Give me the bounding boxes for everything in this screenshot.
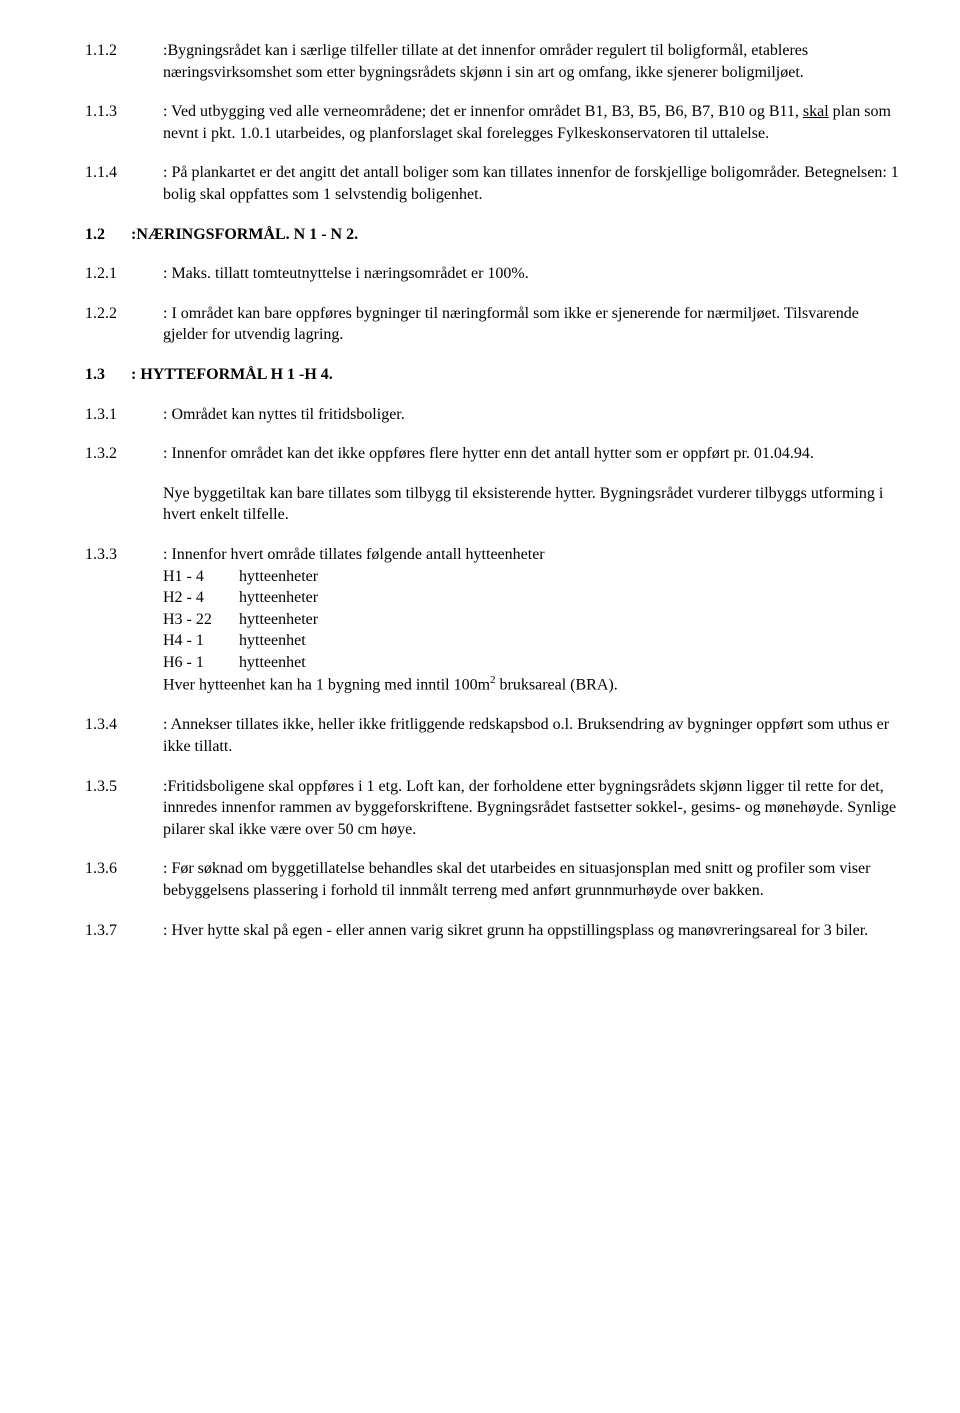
list-label: H1 - 4 (163, 566, 239, 588)
heading-text: :NÆRINGSFORMÅL. N 1 - N 2. (131, 224, 905, 246)
section-1-3-5: 1.3.5 :Fritidsboligene skal oppføres i 1… (85, 776, 905, 841)
section-number: 1.2.1 (85, 263, 163, 285)
section-1-3-2: 1.3.2 : Innenfor området kan det ikke op… (85, 443, 905, 526)
section-number: 1.1.2 (85, 40, 163, 83)
section-text: :Bygningsrådet kan i særlige tilfeller t… (163, 40, 905, 83)
list-value: hytteenhet (239, 630, 905, 652)
section-lead: : Innenfor hvert område tillates følgend… (163, 544, 905, 566)
heading-1-3: 1.3 : HYTTEFORMÅL H 1 -H 4. (85, 364, 905, 386)
list-label: H2 - 4 (163, 587, 239, 609)
list-item: H1 - 4 hytteenheter (163, 566, 905, 588)
list-label: H4 - 1 (163, 630, 239, 652)
section-1-1-3: 1.1.3 : Ved utbygging ved alle verneområ… (85, 101, 905, 144)
section-text: : I området kan bare oppføres bygninger … (163, 303, 905, 346)
section-number: 1.3.1 (85, 404, 163, 426)
section-number: 1.2.2 (85, 303, 163, 346)
section-text: : Området kan nyttes til fritidsboliger. (163, 404, 905, 426)
list-value: hytteenheter (239, 587, 905, 609)
section-text: : På plankartet er det angitt det antall… (163, 162, 905, 205)
list-item: H3 - 22 hytteenheter (163, 609, 905, 631)
section-text: : Annekser tillates ikke, heller ikke fr… (163, 714, 905, 757)
section-1-2-2: 1.2.2 : I området kan bare oppføres bygn… (85, 303, 905, 346)
list-label: H6 - 1 (163, 652, 239, 674)
section-number: 1.3.4 (85, 714, 163, 757)
list-value: hytteenheter (239, 566, 905, 588)
section-number: 1.3.3 (85, 544, 163, 566)
text-underline: skal (803, 103, 829, 120)
section-para: Nye byggetiltak kan bare tillates som ti… (163, 483, 905, 526)
section-1-3-3: 1.3.3 : Innenfor hvert område tillates f… (85, 544, 905, 566)
section-1-2-1: 1.2.1 : Maks. tillatt tomteutnyttelse i … (85, 263, 905, 285)
section-1-3-4: 1.3.4 : Annekser tillates ikke, heller i… (85, 714, 905, 757)
list-item: H2 - 4 hytteenheter (163, 587, 905, 609)
heading-number: 1.2 (85, 224, 131, 246)
section-1-1-4: 1.1.4 : På plankartet er det angitt det … (85, 162, 905, 205)
section-text: : Innenfor området kan det ikke oppføres… (163, 443, 905, 526)
list-value: hytteenhet (239, 652, 905, 674)
section-1-3-6: 1.3.6 : Før søknad om byggetillatelse be… (85, 858, 905, 901)
section-number: 1.3.6 (85, 858, 163, 901)
section-text: : Ved utbygging ved alle verneområdene; … (163, 101, 905, 144)
tail-pre: Hver hytteenhet kan ha 1 bygning med inn… (163, 677, 490, 694)
section-number: 1.3.2 (85, 443, 163, 526)
section-1-3-1: 1.3.1 : Området kan nyttes til fritidsbo… (85, 404, 905, 426)
heading-1-2: 1.2 :NÆRINGSFORMÅL. N 1 - N 2. (85, 224, 905, 246)
list-tail: Hver hytteenhet kan ha 1 bygning med inn… (163, 673, 905, 696)
list-item: H4 - 1 hytteenhet (163, 630, 905, 652)
section-number: 1.3.7 (85, 920, 163, 942)
list-item: H6 - 1 hytteenhet (163, 652, 905, 674)
heading-text: : HYTTEFORMÅL H 1 -H 4. (131, 364, 905, 386)
list-value: hytteenheter (239, 609, 905, 631)
section-1-1-2: 1.1.2 :Bygningsrådet kan i særlige tilfe… (85, 40, 905, 83)
list-label: H3 - 22 (163, 609, 239, 631)
section-text: :Fritidsboligene skal oppføres i 1 etg. … (163, 776, 905, 841)
text-pre: : Ved utbygging ved alle verneområdene; … (163, 103, 803, 120)
section-text: : Hver hytte skal på egen - eller annen … (163, 920, 905, 942)
section-1-3-3-list: H1 - 4 hytteenheter H2 - 4 hytteenheter … (163, 566, 905, 697)
heading-number: 1.3 (85, 364, 131, 386)
section-text: : Maks. tillatt tomteutnyttelse i næring… (163, 263, 905, 285)
section-para: : Innenfor området kan det ikke oppføres… (163, 443, 905, 465)
section-1-3-7: 1.3.7 : Hver hytte skal på egen - eller … (85, 920, 905, 942)
section-text: : Før søknad om byggetillatelse behandle… (163, 858, 905, 901)
section-number: 1.1.3 (85, 101, 163, 144)
tail-post: bruksareal (BRA). (496, 677, 618, 694)
section-number: 1.3.5 (85, 776, 163, 841)
section-number: 1.1.4 (85, 162, 163, 205)
